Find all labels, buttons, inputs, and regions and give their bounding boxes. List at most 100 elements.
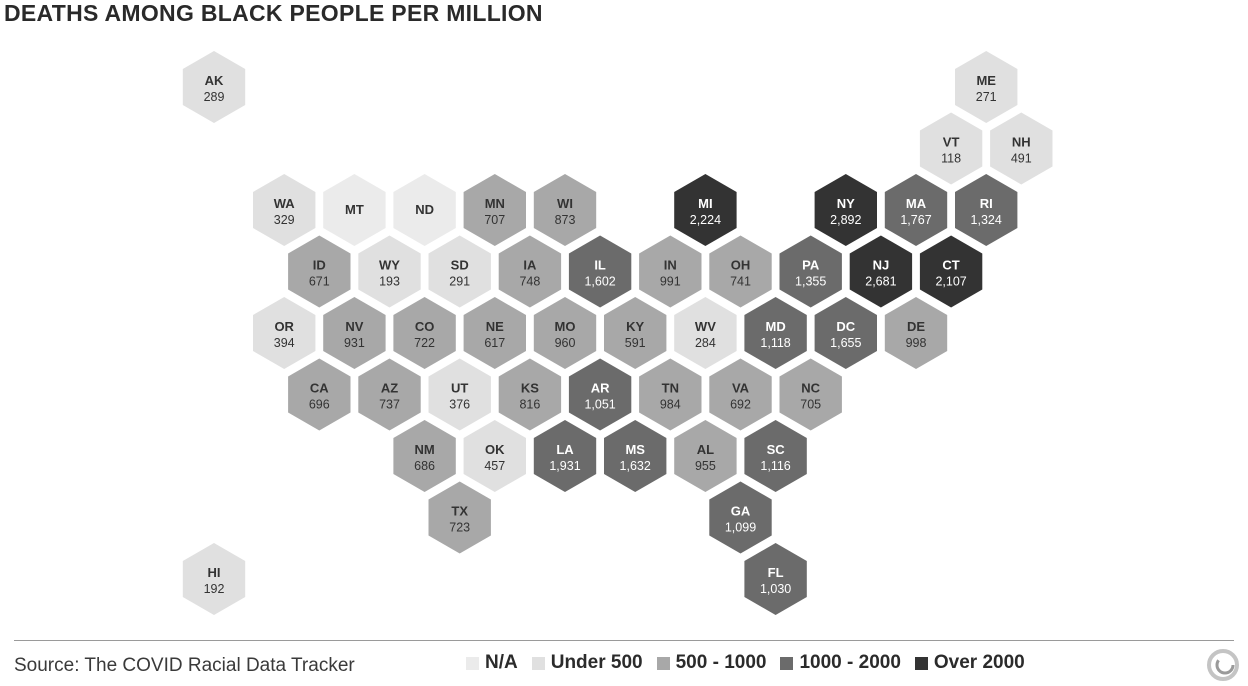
state-abbr: MN: [485, 196, 505, 211]
state-hex-shape: [288, 358, 351, 431]
state-hex-sd: SD 291: [428, 235, 491, 308]
state-hex-mt: MT: [323, 174, 386, 246]
state-hex-shape: [463, 174, 526, 246]
state-hex-vt: VT 118: [919, 112, 983, 185]
state-abbr: TN: [662, 381, 679, 396]
state-abbr: ME: [976, 73, 996, 88]
state-hex-shape: [955, 51, 1018, 123]
state-hex-nc: NC 705: [779, 358, 842, 431]
state-abbr: AR: [591, 381, 610, 396]
state-hex-shape: [639, 235, 702, 308]
state-abbr: DE: [907, 319, 925, 334]
state-hex-shape: [428, 358, 491, 431]
state-hex-shape: [674, 297, 737, 369]
state-hex-la: LA 1,931: [533, 420, 597, 492]
state-hex-shape: [428, 481, 491, 554]
state-hex-shape: [323, 297, 386, 369]
state-hex-shape: [849, 235, 913, 308]
legend-label-500-1000: 500 - 1000: [675, 652, 767, 673]
state-hex-shape: [884, 174, 948, 246]
state-value: 394: [274, 336, 295, 350]
state-value: 291: [449, 275, 470, 289]
state-value: 2,892: [830, 213, 861, 227]
state-value: 118: [941, 152, 961, 166]
state-hex-in: IN 991: [639, 235, 702, 308]
state-abbr: WI: [557, 196, 573, 211]
state-value: 931: [344, 336, 365, 350]
state-abbr: AZ: [381, 381, 398, 396]
state-abbr: PA: [802, 258, 820, 273]
state-hex-tx: TX 723: [428, 481, 491, 554]
state-hex-wv: WV 284: [674, 297, 737, 369]
state-hex-nj: NJ 2,681: [849, 235, 913, 308]
state-abbr: ID: [313, 258, 326, 273]
state-hex-shape: [358, 358, 421, 431]
state-hex-wa: WA 329: [253, 174, 316, 246]
legend-swatch-over-2000: [914, 656, 928, 670]
state-abbr: IL: [594, 258, 606, 273]
state-hex-shape: [709, 235, 772, 308]
state-hex-ri: RI 1,324: [955, 174, 1018, 246]
state-hex-shape: [744, 297, 807, 369]
footer-divider: [14, 640, 1234, 641]
state-abbr: MD: [765, 319, 785, 334]
state-abbr: MI: [698, 196, 712, 211]
state-value: 705: [800, 398, 821, 412]
state-abbr: VA: [732, 381, 750, 396]
state-abbr: FL: [768, 565, 784, 580]
state-hex-ut: UT 376: [428, 358, 491, 431]
state-value: 271: [976, 90, 997, 104]
legend-item-under-500: Under 500: [531, 652, 643, 674]
state-hex-nd: ND: [393, 174, 456, 246]
state-abbr: SC: [767, 442, 786, 457]
state-value: 2,681: [865, 275, 896, 289]
legend-swatch-na: [466, 656, 479, 670]
state-hex-shape: [814, 297, 877, 369]
state-abbr: NH: [1012, 135, 1031, 150]
state-abbr: LA: [556, 442, 574, 457]
state-hex-dc: DC 1,655: [814, 297, 877, 369]
state-value: 723: [449, 521, 470, 535]
state-hex-shape: [463, 297, 526, 369]
state-abbr: WV: [695, 319, 716, 334]
state-abbr: DC: [836, 319, 855, 334]
legend-label-1000-2000: 1000 - 2000: [799, 652, 901, 673]
state-hex-pa: PA 1,355: [779, 235, 842, 308]
state-value: 1,324: [971, 213, 1002, 227]
state-hex-or: OR 394: [253, 297, 316, 369]
state-hex-wy: WY 193: [358, 235, 421, 308]
state-abbr: NV: [345, 319, 363, 334]
state-value: 1,655: [830, 336, 861, 350]
state-hex-shape: [709, 358, 772, 431]
state-abbr: KS: [521, 381, 539, 396]
state-hex-shape: [744, 420, 807, 492]
state-hex-ar: AR 1,051: [568, 358, 632, 431]
state-hex-shape: [779, 358, 842, 431]
state-value: 998: [906, 336, 927, 350]
state-abbr: AL: [697, 442, 714, 457]
state-abbr: OH: [731, 258, 751, 273]
state-hex-fl: FL 1,030: [744, 543, 807, 615]
state-value: 491: [1011, 152, 1032, 166]
state-abbr: NE: [486, 319, 504, 334]
map-title: DEATHS AMONG BLACK PEOPLE PER MILLION: [4, 0, 543, 26]
state-abbr: MT: [345, 202, 364, 217]
state-value: 984: [660, 398, 681, 412]
state-hex-shape: [919, 235, 983, 308]
state-hex-shape: [393, 297, 456, 369]
state-value: 816: [519, 398, 540, 412]
source-note: Source: The COVID Racial Data Tracker: [14, 655, 355, 676]
legend-item-1000-2000: 1000 - 2000: [780, 652, 901, 674]
state-hex-shape: [568, 235, 632, 308]
state-value: 707: [484, 213, 505, 227]
state-abbr: HI: [208, 565, 221, 580]
state-hex-mn: MN 707: [463, 174, 526, 246]
state-hex-shape: [604, 297, 667, 369]
state-hex-shape: [814, 174, 877, 246]
state-hex-shape: [182, 543, 246, 615]
legend-label-over-2000: Over 2000: [933, 652, 1025, 673]
state-hex-ia: IA 748: [498, 235, 562, 308]
state-value: 457: [484, 459, 505, 473]
state-hex-shape: [393, 420, 456, 492]
state-value: 737: [379, 398, 400, 412]
